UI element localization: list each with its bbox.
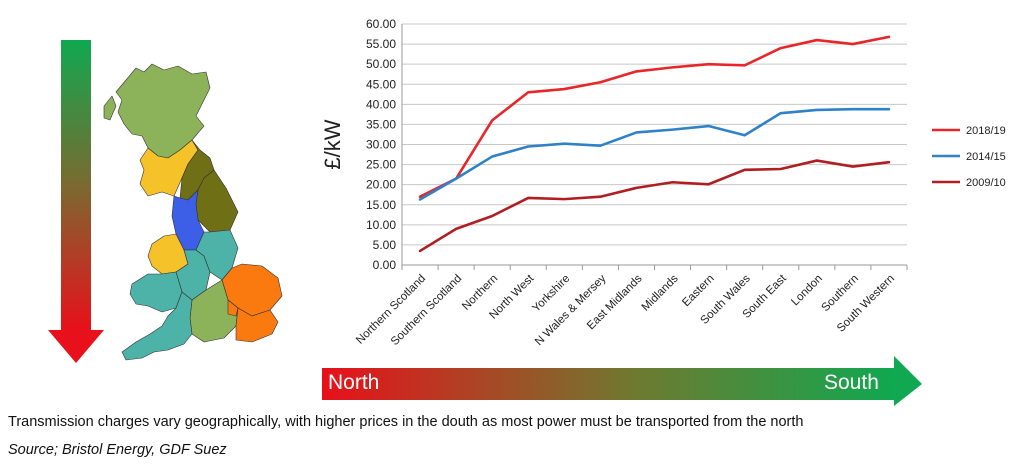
y-tick-label: 15.00 [366,198,396,212]
y-tick-label: 30.00 [366,138,396,152]
map-region-northern-scotland [115,63,211,159]
transmission-charges-line-chart: 0.00 5.00 10.00 15.00 20.00 25.00 30.00 35.00 40… [320,17,1006,348]
x-tick-label: Eastern [680,273,717,310]
legend-label: 2018/19 [966,125,1006,137]
y-axis-label: £/kW [320,119,345,169]
y-tick-label: 25.00 [366,158,396,172]
y-tick-label: 55.00 [366,37,396,51]
figure-source: Source; Bristol Energy, GDF Suez [8,442,227,458]
y-tick-label: 5.00 [373,238,397,252]
y-tick-label: 20.00 [366,178,396,192]
series-line [418,159,891,253]
y-tick-label: 45.00 [366,77,396,91]
map-region-south-east [235,307,279,343]
y-tick-label: 35.00 [366,117,396,131]
y-tick-label: 0.00 [373,258,397,272]
map-region-north-west [171,189,205,251]
series-line [418,35,891,199]
map-region-south-western [121,291,193,361]
legend-label: 2014/15 [966,151,1006,163]
legend-label: 2009/10 [966,177,1006,189]
series-line [418,107,891,201]
x-tick-label: Northern Scotland [354,273,428,347]
y-tick-label: 50.00 [366,57,396,71]
x-tick-label: Southern Scotland [389,273,464,348]
uk-transmission-zones-map [103,63,283,361]
map-island-hebrides [103,95,117,121]
y-tick-label: 40.00 [366,97,396,111]
x-tick-label: Midlands [640,272,681,313]
y-tick-label: 60.00 [366,17,396,31]
figure-caption: Transmission charges vary geographically… [8,414,804,430]
map-region-south-wales [129,271,183,313]
arrow-label-north: North [328,371,380,394]
y-tick-label: 10.00 [366,218,396,232]
map-region-london [227,299,239,317]
north-south-horizontal-arrow [322,356,922,406]
x-tick-label: London [789,273,825,309]
map-region-east-midlands [195,229,239,281]
north-south-vertical-arrow [48,40,104,363]
arrow-label-south: South [824,371,879,394]
